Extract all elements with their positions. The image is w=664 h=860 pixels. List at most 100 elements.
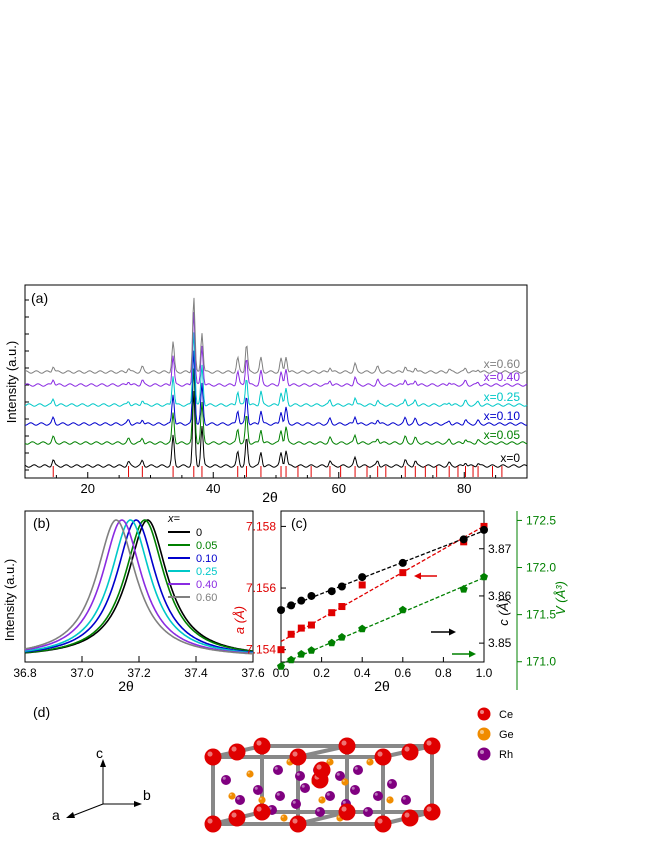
- rh-atom-highlight: [342, 800, 346, 804]
- ge-atom: [258, 796, 266, 804]
- rh-atom: [273, 765, 283, 775]
- arrow-c-head: [449, 628, 456, 636]
- ge-atom: [318, 796, 326, 804]
- atom-legend-highlight: [480, 750, 484, 754]
- panel-a-xtick-label: 20: [81, 481, 95, 496]
- atom-legend-highlight: [480, 710, 484, 714]
- rh-atom: [315, 807, 325, 817]
- panel-c-c-point: [307, 591, 316, 600]
- ce-atom-highlight: [404, 812, 410, 818]
- panel-c-v-point: [459, 585, 468, 593]
- ge-atom-highlight: [229, 793, 232, 796]
- ce-atom-highlight: [341, 740, 347, 746]
- atom-legend-ce-label: Ce: [499, 709, 513, 721]
- panel-a-series-label: x=0.25: [484, 390, 521, 404]
- ge-atom-highlight: [367, 759, 370, 762]
- ge-atom-highlight: [337, 815, 340, 818]
- panel-b-xtick-label: 36.8: [13, 666, 37, 680]
- panel-c-a-tick-label: 7.154: [246, 643, 276, 657]
- panel-a-xtick-label: 40: [206, 481, 220, 496]
- rh-atom-highlight: [276, 792, 280, 796]
- axis-b-label: b: [143, 787, 151, 803]
- ce-atom: [253, 737, 271, 755]
- panel-a-series-label: x=0.05: [484, 428, 521, 442]
- atom-legend: Ce Ge Rh: [477, 707, 514, 761]
- rh-atom-highlight: [364, 808, 368, 812]
- panel-b: (b) Intensity (a.u.) 2θ 36.8 37.0 37.2 37.4…: [2, 510, 265, 694]
- ge-atom-highlight: [281, 815, 284, 818]
- rh-atom-highlight: [326, 792, 330, 796]
- panel-c-xtick-label: 0.4: [354, 666, 371, 680]
- ce-atom-highlight: [426, 740, 432, 746]
- panel-d: (d) c b a Ce Ge Rh: [33, 704, 514, 833]
- ce-atom-highlight: [316, 764, 322, 770]
- ce-atom: [423, 803, 441, 821]
- rh-atom-highlight: [292, 800, 296, 804]
- panel-a-label: (a): [31, 290, 48, 306]
- panel-a-series-label: x=0.10: [484, 409, 521, 423]
- ce-atom: [253, 803, 271, 821]
- panel-c-a-point: [328, 609, 336, 617]
- panel-b-legend-label: 0.10: [196, 553, 217, 565]
- panel-c-a-point: [358, 581, 366, 589]
- panel-b-legend: 00.050.100.250.400.60: [168, 527, 217, 604]
- panel-b-curve-1: [24, 519, 254, 654]
- rh-atom: [363, 807, 373, 817]
- axis-c-head: [100, 759, 106, 767]
- panel-c-v-tick-label: 172.5: [526, 513, 556, 527]
- panel-b-curves: [24, 519, 254, 655]
- ce-atom-highlight: [292, 818, 298, 824]
- panel-c-c-tick-label: 3.85: [488, 636, 512, 650]
- panel-c-v-point: [480, 572, 488, 581]
- panel-c-c-axis-label: c (Å): [496, 598, 511, 625]
- panel-b-legend-label: 0.60: [196, 592, 217, 604]
- panel-c-c-point: [358, 573, 367, 582]
- ce-atom: [289, 815, 307, 833]
- panel-c-v-point: [358, 624, 367, 633]
- panel-c-a-tick-label: 7.158: [246, 519, 276, 533]
- panel-c-c-point: [277, 606, 285, 615]
- rh-atom: [253, 785, 263, 795]
- rh-atom: [387, 779, 397, 789]
- panel-c-a-point: [338, 603, 346, 611]
- ce-atom-highlight: [377, 751, 383, 757]
- ge-atom: [366, 758, 374, 766]
- panel-c-v-tick-label: 171.0: [526, 655, 556, 669]
- ge-atom: [228, 792, 236, 800]
- panel-b-legend-label: 0.40: [196, 579, 217, 591]
- panel-b-legend-label: 0.25: [196, 566, 217, 578]
- panel-a-ylabel: Intensity (a.u.): [4, 341, 19, 423]
- panel-c-a-point: [287, 630, 295, 638]
- ge-atom: [341, 778, 349, 786]
- panel-a: (a) Intensity (a.u.) 2θ 20 40 60 80 x=0 x=0.…: [4, 284, 528, 505]
- rh-atom: [325, 791, 335, 801]
- ce-atom: [401, 743, 419, 761]
- ge-atom-highlight: [327, 759, 330, 762]
- ce-atom: [401, 809, 419, 827]
- panel-c-v-axis-label: V (Å³): [553, 581, 568, 615]
- arrow-v-head: [469, 650, 476, 658]
- rh-atom: [401, 795, 411, 805]
- panel-c-xtick-label: 0.8: [435, 666, 452, 680]
- ce-atom-highlight: [207, 751, 213, 757]
- panel-a-xtick-label: 80: [457, 481, 471, 496]
- panel-c-a-axis-label: a (Å): [232, 606, 247, 634]
- ge-atom: [386, 796, 394, 804]
- panel-c-xtick-label: 1.0: [476, 666, 493, 680]
- panel-b-legend-label: 0: [196, 527, 202, 539]
- ge-atom-highlight: [319, 797, 322, 800]
- panel-c-xtick-label: 0.2: [313, 666, 330, 680]
- axis-a-head: [66, 812, 75, 818]
- panel-c-v-point: [307, 646, 316, 654]
- rh-atom-highlight: [402, 796, 406, 800]
- panel-b-curve-4: [24, 519, 253, 655]
- panel-a-series-label: x=0.40: [484, 370, 521, 384]
- panel-a-xtick-label: 60: [332, 481, 346, 496]
- crystal-structure: [204, 737, 441, 833]
- panel-b-ylabel: Intensity (a.u.): [2, 559, 17, 641]
- ce-atom-highlight: [231, 746, 237, 752]
- panel-c-c-point: [297, 596, 306, 605]
- ce-atom: [204, 815, 222, 833]
- ce-atom-highlight: [231, 812, 237, 818]
- panel-c-label: (c): [291, 515, 307, 531]
